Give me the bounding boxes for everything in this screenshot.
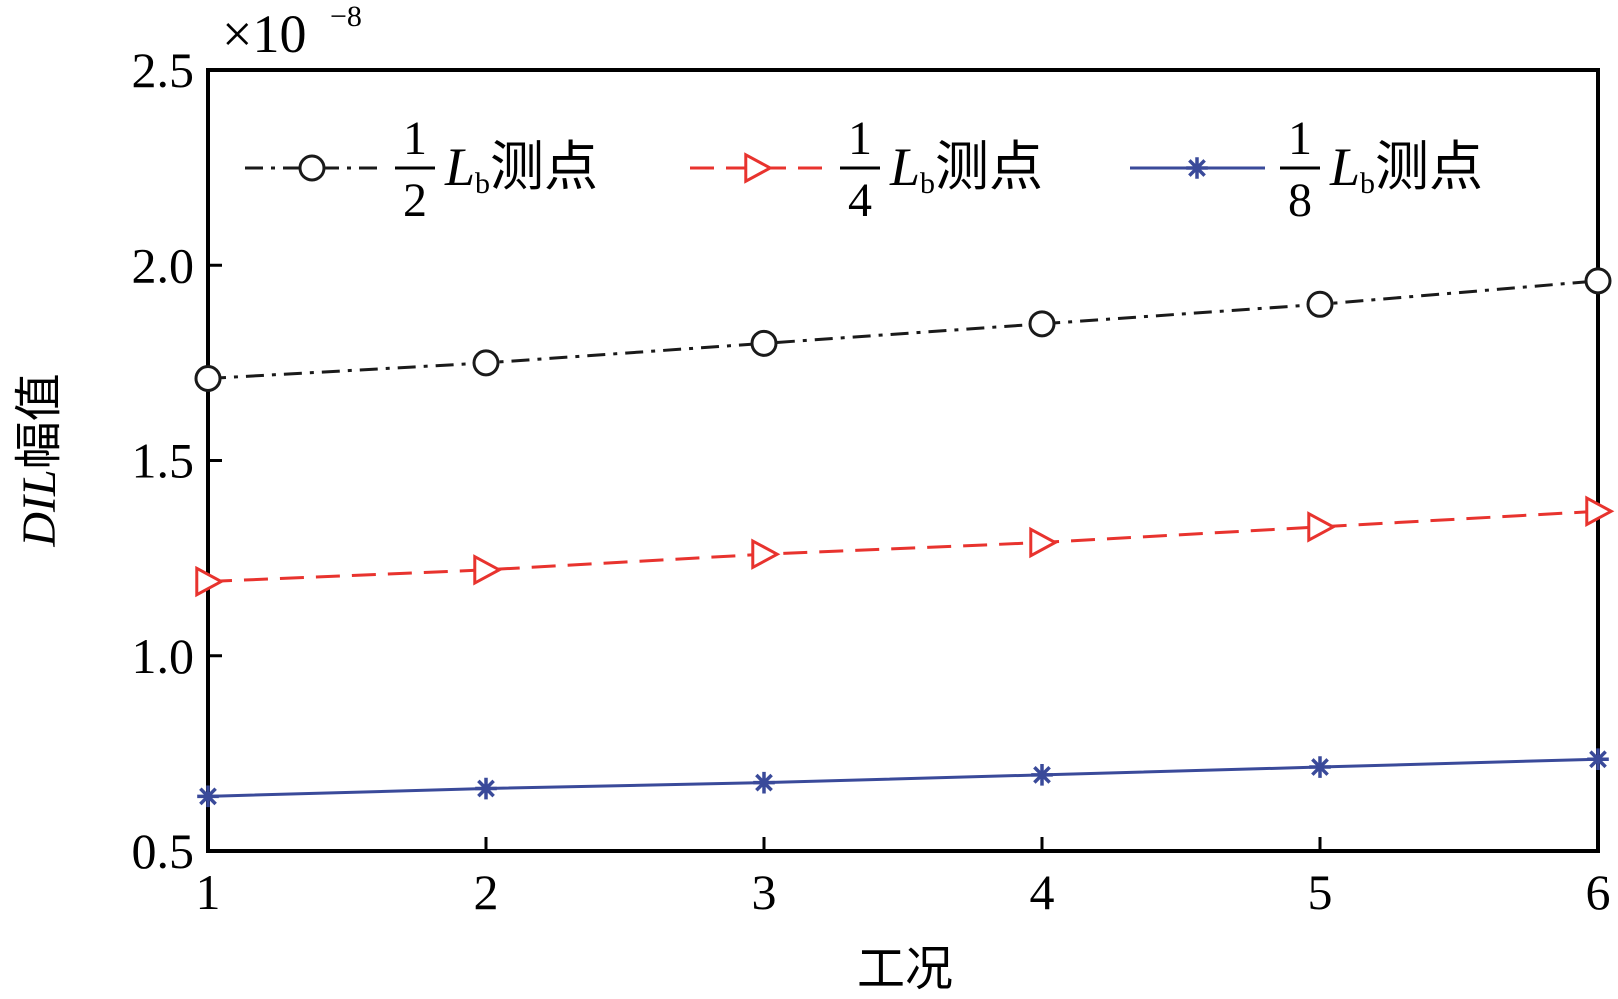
series-layer bbox=[194, 267, 1615, 808]
x-tick-label: 4 bbox=[1030, 864, 1055, 920]
series-3 bbox=[197, 748, 1609, 808]
data-point bbox=[473, 554, 503, 586]
x-axis-label: 工况 bbox=[857, 943, 953, 996]
legend-sub: b bbox=[1360, 167, 1375, 200]
data-point bbox=[751, 538, 781, 570]
data-point bbox=[1307, 511, 1337, 543]
legend-sub: b bbox=[475, 167, 490, 200]
legend-var: L bbox=[1329, 137, 1360, 197]
y-exponent-prefix: ×10 bbox=[222, 4, 306, 64]
data-point bbox=[1585, 495, 1615, 527]
data-point bbox=[475, 777, 497, 800]
x-axis: 1 2 3 4 5 6 bbox=[196, 837, 1611, 920]
legend-fraction-denominator: 4 bbox=[848, 174, 872, 227]
x-tick-label: 3 bbox=[752, 864, 777, 920]
y-exponent-power: −8 bbox=[330, 0, 362, 33]
x-tick-label: 2 bbox=[474, 864, 499, 920]
legend-label: Lb测点 bbox=[444, 137, 598, 200]
y-axis: 0.5 1.0 1.5 2.0 2.5 bbox=[132, 42, 222, 879]
x-tick-label: 1 bbox=[196, 864, 221, 920]
data-point bbox=[753, 771, 775, 794]
legend-sub: b bbox=[920, 167, 935, 200]
data-point bbox=[1309, 756, 1331, 778]
data-point bbox=[298, 154, 326, 182]
data-point bbox=[1584, 267, 1612, 295]
y-axis-label: DIL幅值 bbox=[13, 373, 66, 547]
legend-fraction-numerator: 1 bbox=[1288, 112, 1312, 165]
series-line bbox=[207, 757, 1599, 798]
data-point bbox=[1028, 310, 1056, 338]
y-tick-label: 0.5 bbox=[132, 823, 195, 879]
legend-label: Lb测点 bbox=[889, 137, 1043, 200]
y-axis-label-rest: 幅值 bbox=[13, 373, 66, 469]
y-tick-label: 1.5 bbox=[132, 433, 195, 489]
legend-fraction-denominator: 2 bbox=[403, 174, 427, 227]
y-tick-label: 2.5 bbox=[132, 42, 195, 98]
x-tick-label: 5 bbox=[1308, 864, 1333, 920]
legend-label: Lb测点 bbox=[1329, 137, 1483, 200]
y-axis-label-var: DIL bbox=[13, 469, 66, 547]
data-point bbox=[744, 152, 774, 184]
y-tick-label: 1.0 bbox=[132, 628, 195, 684]
y-tick-label: 2.0 bbox=[132, 237, 195, 293]
legend-fraction-denominator: 8 bbox=[1288, 174, 1312, 227]
legend-var: L bbox=[889, 137, 920, 197]
data-point bbox=[1031, 764, 1053, 786]
data-point bbox=[1029, 526, 1059, 559]
series-line bbox=[207, 279, 1599, 380]
data-point bbox=[750, 329, 778, 357]
series-2 bbox=[195, 495, 1615, 598]
data-point bbox=[197, 785, 219, 808]
data-point bbox=[1306, 290, 1334, 318]
legend-suffix: 测点 bbox=[1375, 137, 1483, 197]
series-line bbox=[207, 509, 1599, 584]
data-point bbox=[1587, 748, 1609, 771]
data-point bbox=[194, 364, 222, 392]
legend-suffix: 测点 bbox=[935, 137, 1043, 197]
legend-var: L bbox=[444, 137, 475, 197]
data-point bbox=[472, 349, 500, 377]
data-point bbox=[195, 565, 225, 598]
legend-fraction-numerator: 1 bbox=[403, 112, 427, 165]
legend-suffix: 测点 bbox=[490, 137, 598, 197]
x-tick-label: 6 bbox=[1586, 864, 1611, 920]
legend-fraction-numerator: 1 bbox=[848, 112, 872, 165]
data-point bbox=[1186, 157, 1208, 179]
series-1 bbox=[194, 267, 1612, 392]
y-exponent: ×10 −8 bbox=[222, 0, 362, 64]
